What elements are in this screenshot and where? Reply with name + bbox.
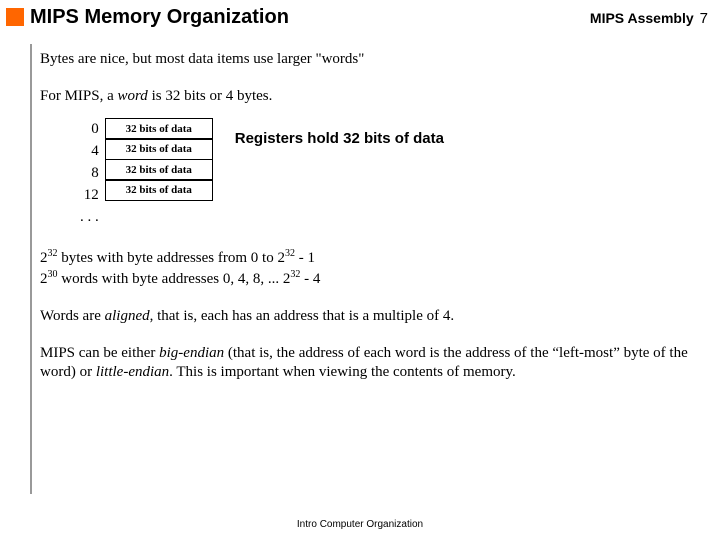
memory-cells: 32 bits of data 32 bits of data 32 bits …	[105, 118, 213, 202]
word-def-b: word	[118, 88, 148, 104]
aligned-line: Words are aligned, that is, each has an …	[40, 307, 700, 326]
addr-0: 0	[91, 118, 99, 140]
course-label: MIPS Assembly	[590, 10, 694, 26]
sup: 32	[285, 248, 295, 259]
endian-a: MIPS can be either	[40, 345, 159, 361]
register-note: Registers hold 32 bits of data	[235, 130, 444, 149]
endian-d: little-endian	[96, 364, 169, 380]
words-line: 230 words with byte addresses 0, 4, 8, .…	[40, 269, 700, 289]
sup: 32	[290, 269, 300, 280]
endian-line: MIPS can be either big-endian (that is, …	[40, 344, 700, 382]
accent-square	[6, 8, 24, 26]
t: words with byte addresses 0, 4, 8, ... 2	[58, 271, 291, 287]
endian-e: . This is important when viewing the con…	[169, 364, 516, 380]
vertical-rule	[30, 44, 32, 494]
aligned-c: , that is, each has an address that is a…	[150, 308, 455, 324]
memory-cell: 32 bits of data	[105, 159, 213, 181]
t: bytes with byte addresses from 0 to 2	[58, 250, 285, 266]
word-def-line: For MIPS, a word is 32 bits or 4 bytes.	[40, 87, 700, 106]
aligned-b: aligned	[105, 308, 150, 324]
bytes-line: 232 bytes with byte addresses from 0 to …	[40, 248, 700, 268]
footer-text: Intro Computer Organization	[0, 519, 720, 530]
sup: 30	[48, 269, 58, 280]
memory-addresses: 0 4 8 12 . . .	[80, 118, 99, 228]
slide-title: MIPS Memory Organization	[30, 6, 289, 29]
memory-cell: 32 bits of data	[105, 179, 213, 201]
memory-cell: 32 bits of data	[105, 118, 213, 140]
page-number: 7	[700, 10, 708, 27]
sup: 32	[48, 248, 58, 259]
addr-3: 12	[84, 184, 99, 206]
word-def-c: is 32 bits or 4 bytes.	[148, 88, 273, 104]
word-def-a: For MIPS, a	[40, 88, 118, 104]
slide-content: Bytes are nice, but most data items use …	[40, 50, 700, 381]
endian-b: big-endian	[159, 345, 224, 361]
memory-diagram: 0 4 8 12 . . . 32 bits of data 32 bits o…	[80, 118, 700, 228]
header-right: MIPS Assembly 7	[590, 10, 708, 27]
memory-cell: 32 bits of data	[105, 138, 213, 160]
address-space-lines: 232 bytes with byte addresses from 0 to …	[40, 248, 700, 290]
addr-2: 8	[91, 162, 99, 184]
t: - 4	[300, 271, 320, 287]
aligned-a: Words are	[40, 308, 105, 324]
t: - 1	[295, 250, 315, 266]
addr-1: 4	[91, 140, 99, 162]
intro-line: Bytes are nice, but most data items use …	[40, 50, 700, 69]
t: 2	[40, 271, 48, 287]
addr-ellipsis: . . .	[80, 206, 99, 228]
t: 2	[40, 250, 48, 266]
